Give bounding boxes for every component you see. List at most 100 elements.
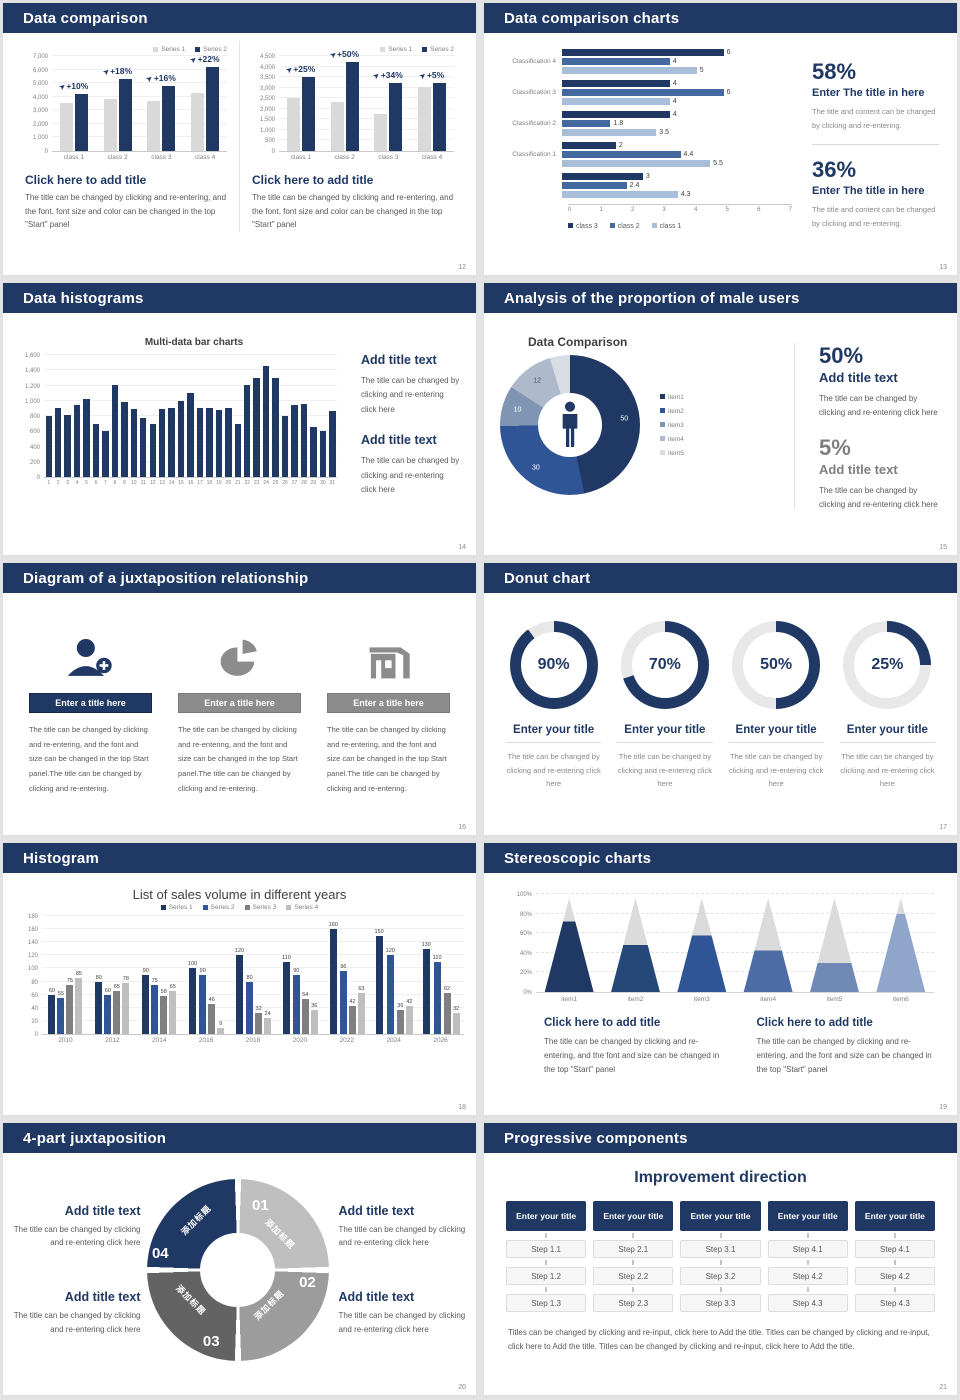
slide-17-donut-chart[interactable]: Donut chart 90% Enter your title The tit… [484,563,957,835]
value-label: 6 [726,49,731,56]
chart-title: Data Comparison [528,335,628,349]
gridline [52,136,227,138]
x-tick: 5 [725,207,729,213]
bar-group: 120 80 32 24 [230,917,277,1034]
x-tick: 2 [56,480,60,486]
x-tick: 17 [197,480,203,486]
bar-slot [233,356,242,477]
bar-wrap: 90 [292,917,300,1034]
bar-group: 130 110 62 32 [417,917,464,1034]
value-label: 36 [397,1003,404,1009]
horizontal-bar-chart: Classification 4 6 4 5 Classification 3 4 6 4 Cl… [502,49,792,230]
bar [562,173,643,180]
growth-label: ➤+34% [372,70,403,81]
bar-slot [261,356,270,477]
bar-slot [63,356,72,477]
bar-slot [148,356,157,477]
y-tick: 1,200 [24,383,40,390]
connector-dot [806,1260,809,1265]
legend: class 3 class 2 class 1 [568,223,792,230]
legend-item: class 1 [651,223,681,230]
x-tick: 6 [94,480,98,486]
bar-slot [176,356,185,477]
bar-chart-plot: 0 1,000 2,000 3,000 4,000 5,000 6,000 7,000 ➤+10… [25,54,227,161]
slide-13-data-comparison-charts[interactable]: Data comparison charts Classification 4 6… [484,3,957,275]
bar-line: 4 [562,80,792,87]
step-box: Step 4.2 [854,1267,936,1285]
bar-groups: ➤+25% ➤+50% ➤+34% ➤+5% [279,49,454,151]
bar-wrap: 120 [235,917,244,1034]
donut-chart: 50 30 10 12 [500,355,640,495]
cones-body: 0% 20% 40% 60% 80% 100% item1 item2 item3 item4 it… [484,873,957,1077]
gridline [279,97,454,99]
bar-wrap [206,57,220,151]
ring-card: 70% Enter your title The title can be ch… [617,621,713,798]
column-title: Enter your title [593,1201,674,1231]
column-title: Enter your title [767,1201,848,1231]
slide-14-data-histograms[interactable]: Data histograms Multi-data bar charts 0 2… [3,283,476,555]
bar-group: ➤+34% [367,57,411,151]
slide-19-stereoscopic[interactable]: Stereoscopic charts 0% 20% 40% 60% 80% 100% it… [484,843,957,1115]
bar [282,962,290,1034]
bar-wrap: 75 [151,917,159,1034]
bar [118,79,132,151]
bar-group: ➤+10% [52,57,96,151]
segment-label: 10 [513,406,522,414]
bar [562,142,616,149]
bar-group: ➤+5% [410,57,454,151]
y-tick: 1,000 [259,127,275,134]
slide-21-progressive[interactable]: Progressive components Improvement direc… [484,1123,957,1395]
bar [329,929,337,1034]
bar-slot [44,356,53,477]
legend-chip [609,223,615,228]
gridline [536,893,934,894]
bar [64,415,71,477]
value-label: 4.3 [680,191,691,198]
y-tick: 80 [31,979,38,986]
bar [253,378,260,477]
page-number: 18 [458,1104,466,1111]
bar-wrap [374,57,388,151]
bar-slot [91,356,100,477]
stat-percent: 58% [812,59,857,84]
x-tick: class 4 [195,154,216,161]
bar [562,129,657,136]
gridline [44,369,337,371]
pie-chart-icon [178,619,301,681]
y-tick: 2,500 [259,96,275,103]
ring-card: 25% Enter your title The title can be ch… [839,621,935,798]
bar [319,431,327,477]
y-tick: 6,000 [32,67,48,74]
slide-12-data-comparison[interactable]: Data comparison Series 1 Series 2 0 1,000 2… [3,3,476,275]
value-label: 6 [726,89,731,96]
bar-wrap: 63 [357,917,365,1034]
page-number: 14 [458,544,466,551]
title-bar: Enter a title here [327,693,450,713]
x-axis: class 1 class 2 class 3 class 4 [52,154,227,161]
title-bar: Enter a title here [29,693,152,713]
bar [160,996,168,1034]
column-body: The title can be changed by clicking and… [327,725,447,793]
slide-16-juxtaposition[interactable]: Diagram of a juxtaposition relationship … [3,563,476,835]
bar [310,1010,318,1034]
chart-title: List of sales volume in different years [132,887,347,902]
x-tick: class 3 [378,154,399,161]
slide-18-histogram[interactable]: Histogram List of sales volume in differ… [3,843,476,1115]
gridline [279,128,454,130]
x-tick: 4 [694,207,698,213]
x-axis: 0 1 2 3 4 5 6 7 [568,204,792,213]
x-tick: 7 [104,480,107,486]
connector-dot [806,1287,809,1292]
bar [169,991,177,1034]
slide-20-four-part[interactable]: 4-part juxtaposition Add title text The … [3,1123,476,1395]
value-label: 36 [311,1003,318,1009]
bar-row: Classification 1 2 4.4 5.5 [502,142,792,167]
value-label: 75 [66,978,73,984]
slide-15-male-users[interactable]: Analysis of the proportion of male users… [484,283,957,555]
step-box: Step 2.2 [593,1267,674,1285]
x-tick: 28 [301,480,307,486]
gridline [44,384,337,386]
value-label: 46 [208,997,215,1003]
column-2: Enter a title here The title can be chan… [178,619,301,804]
part-number: 01 [252,1197,269,1215]
